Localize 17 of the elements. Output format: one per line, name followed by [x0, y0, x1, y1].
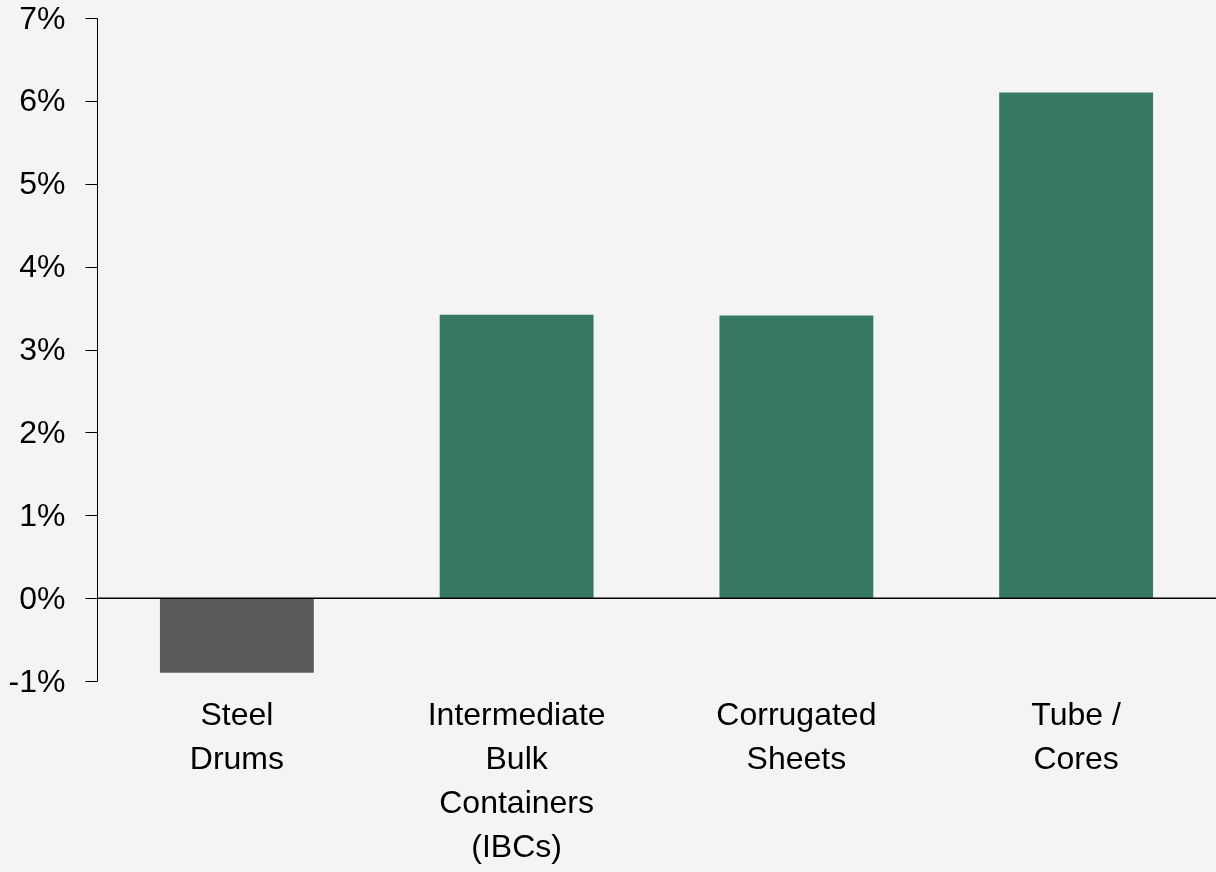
- bar: [439, 314, 594, 599]
- y-tick-label: 4%: [19, 248, 66, 285]
- y-tick-label: 5%: [19, 165, 66, 202]
- bar: [159, 598, 314, 673]
- x-tick-label: Steel Drums: [189, 695, 284, 776]
- y-tick-label: 1%: [19, 496, 66, 533]
- bar: [719, 315, 874, 599]
- x-tick-label: Intermediate Bulk Containers (IBCs): [427, 695, 606, 864]
- y-tick-label: 7%: [19, 0, 66, 36]
- x-tick-label: Tube / Cores: [1031, 695, 1121, 776]
- y-tick-label: -1%: [8, 662, 66, 699]
- y-tick-label: 2%: [19, 413, 66, 450]
- y-tick-label: 3%: [19, 331, 66, 367]
- y-tick-label: 0%: [19, 579, 66, 616]
- x-tick-label: Corrugated Sheets: [716, 695, 877, 776]
- bar: [999, 92, 1154, 599]
- y-tick-label: 6%: [19, 82, 66, 119]
